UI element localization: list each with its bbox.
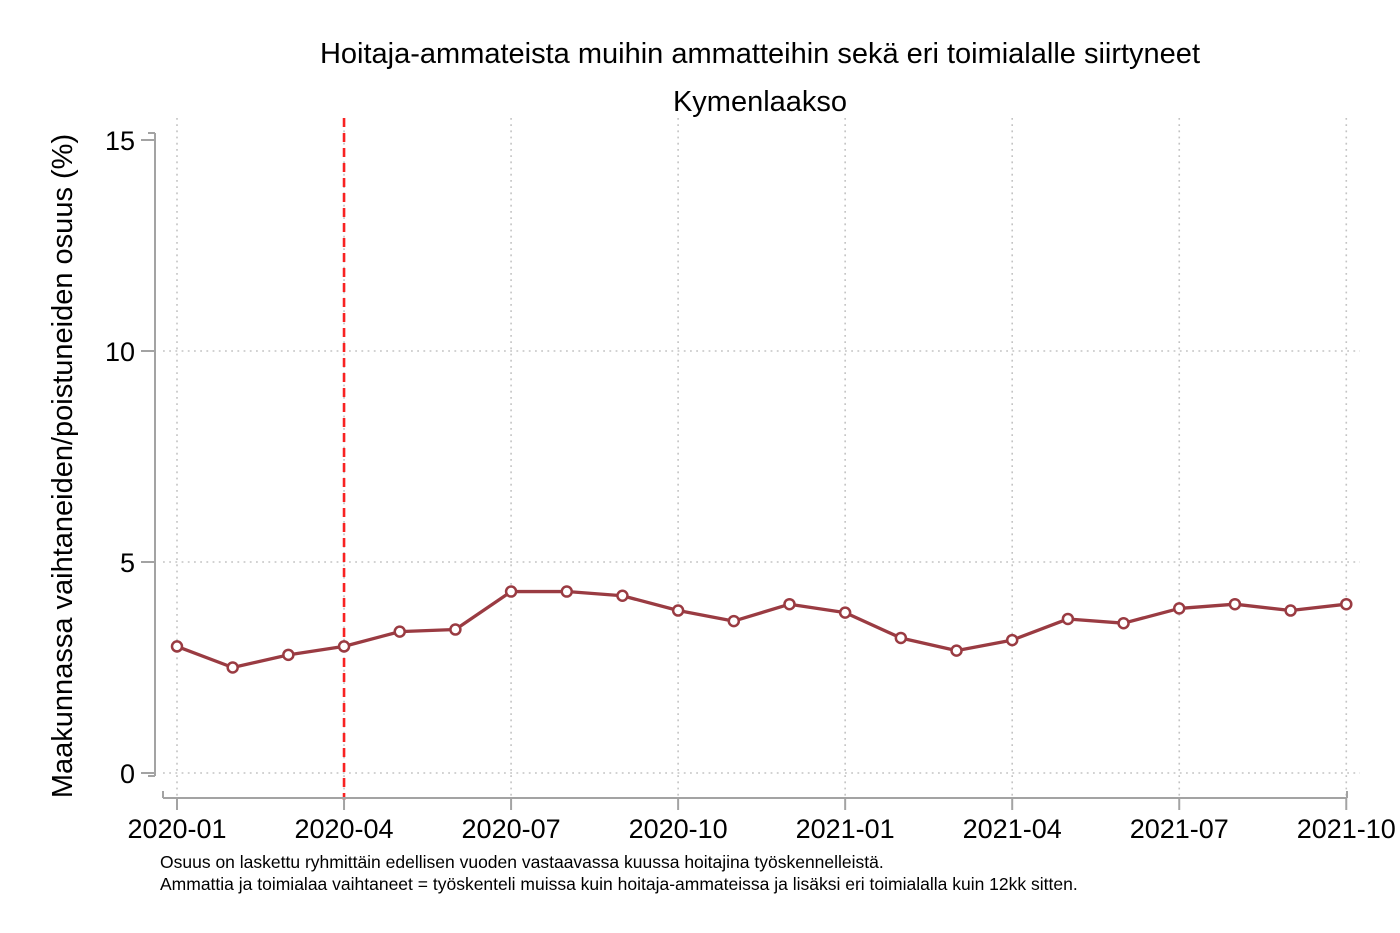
data-point-marker [671,604,685,617]
data-point-marker [838,606,852,619]
data-point-marker [783,597,796,611]
series-line [175,589,1348,670]
svg-text:2020-04: 2020-04 [294,814,393,844]
series-markers [170,585,1353,674]
x-axis [162,791,1348,810]
svg-text:2020-07: 2020-07 [462,814,561,844]
svg-text:5: 5 [120,548,135,578]
data-point-marker [226,661,239,674]
svg-text:2020-01: 2020-01 [127,814,226,844]
data-point-marker [894,631,908,645]
data-point-marker [337,640,351,653]
chart-subtitle: Kymenlaakso [672,86,848,118]
data-point-marker [1117,616,1130,630]
svg-text:10: 10 [105,337,135,367]
data-point-marker [950,644,963,657]
data-point-marker [170,640,184,653]
svg-text:2021-07: 2021-07 [1130,814,1229,844]
data-point-marker [282,648,295,662]
data-point-marker [1172,602,1186,615]
x-tick-labels: 2020-01 2020-04 2020-07 2020-10 2021-01 2021-… [127,814,1395,844]
y-tick-labels: 0 5 10 15 [105,126,135,789]
y-axis [141,132,156,777]
data-point-marker [1284,604,1297,617]
data-point-marker [1061,612,1075,626]
data-point-marker [1005,633,1019,647]
horizontal-gridlines [163,350,1360,774]
data-point-marker [504,585,518,598]
svg-text:2021-10: 2021-10 [1297,814,1396,844]
svg-text:2020-10: 2020-10 [629,814,728,844]
vertical-gridlines [176,118,1348,800]
data-point-marker [449,623,462,636]
footnote-line-2: Ammattia ja toimialaa vaihtaneet = työsk… [160,874,1078,894]
data-point-marker [727,614,741,628]
chart-title: Hoitaja-ammateista muihin ammatteihin se… [319,38,1200,70]
data-point-marker [1340,597,1353,611]
data-point-marker [393,625,406,638]
chart-footnotes: Osuus on laskettu ryhmittäin edellisen v… [160,851,1078,895]
svg-text:2021-04: 2021-04 [963,814,1062,844]
footnote-line-1: Osuus on laskettu ryhmittäin edellisen v… [160,852,884,872]
svg-text:0: 0 [120,759,135,789]
data-point-marker [1228,597,1242,611]
data-point-marker [616,589,629,603]
data-point-marker [560,585,574,598]
svg-text:2021-01: 2021-01 [796,814,895,844]
svg-text:15: 15 [105,126,135,156]
